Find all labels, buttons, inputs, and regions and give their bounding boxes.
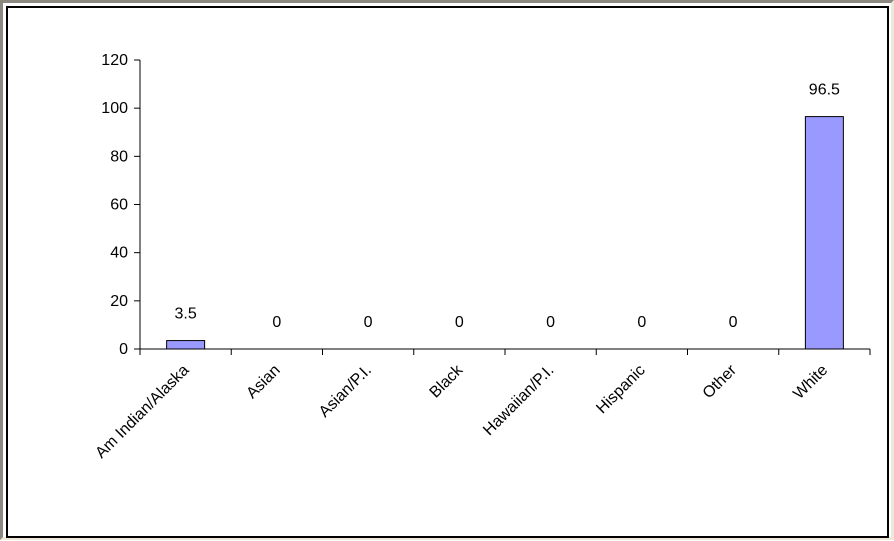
y-tick-label: 0 (119, 341, 128, 358)
data-label: 0 (637, 314, 646, 331)
x-tick-label: Am Indian/Alaska (92, 362, 192, 462)
x-tick-label: Other (700, 361, 741, 402)
y-tick-label: 20 (110, 293, 128, 310)
x-tick-label: Asian (243, 362, 283, 402)
x-tick-label: Hispanic (593, 362, 648, 417)
data-labels: 3.5 0 0 0 0 0 0 96.5 (175, 82, 841, 331)
bar-chart: 0 20 40 60 80 100 120 3.5 0 0 0 0 0 0 96.5 Am Indian/… (92, 52, 871, 462)
y-tick-label: 60 (110, 197, 128, 214)
data-label: 0 (455, 314, 464, 331)
x-tick-label: Hawaiian/P.I. (480, 362, 557, 439)
y-axis-ticks: 0 20 40 60 80 100 120 (101, 52, 140, 358)
x-axis-labels: Am Indian/Alaska Asian Asian/P.I. Black Hawa… (92, 361, 831, 462)
y-tick-label: 80 (110, 148, 128, 165)
data-label: 3.5 (175, 306, 197, 323)
x-axis-ticks (139, 349, 871, 355)
x-tick-label: White (790, 362, 831, 403)
data-label: 0 (272, 314, 281, 331)
y-tick-label: 100 (101, 100, 128, 117)
data-label: 0 (364, 314, 373, 331)
data-label: 0 (546, 314, 555, 331)
y-tick-label: 40 (110, 245, 128, 262)
bar (166, 340, 206, 350)
data-label: 96.5 (809, 82, 840, 99)
x-tick-label: Asian/P.I. (316, 362, 375, 421)
bars (166, 116, 844, 350)
data-label: 0 (729, 314, 738, 331)
y-tick-label: 120 (101, 52, 128, 69)
chart-panel: 0 20 40 60 80 100 120 3.5 0 0 0 0 0 0 96.5 Am Indian/… (6, 6, 889, 538)
x-tick-label: Black (427, 361, 467, 401)
bar (804, 116, 844, 350)
